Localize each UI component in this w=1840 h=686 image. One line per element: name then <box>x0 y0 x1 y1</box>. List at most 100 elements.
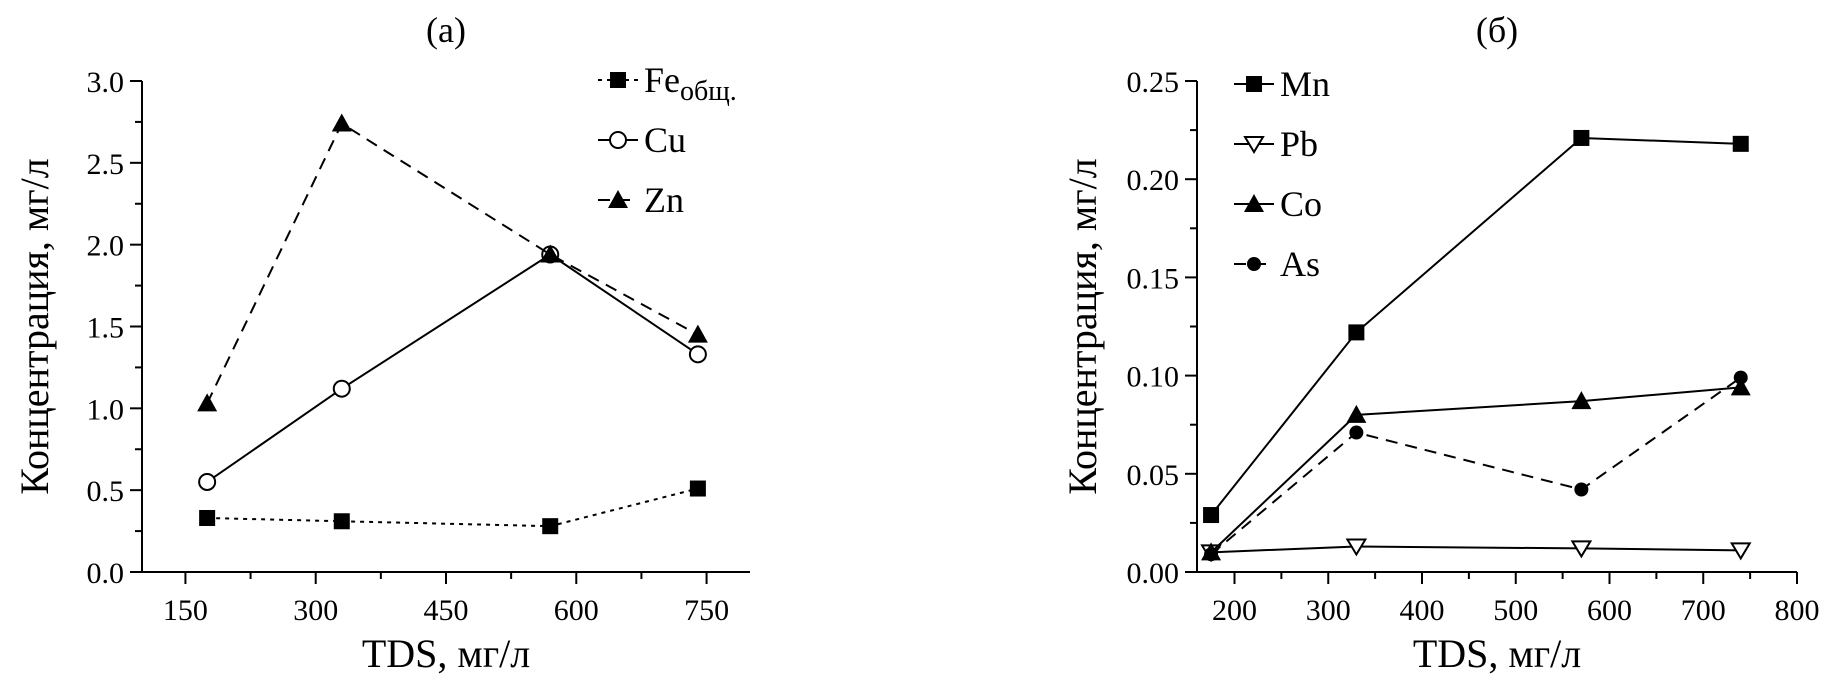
data-point-zn <box>331 113 352 132</box>
series-zn <box>197 113 708 412</box>
legend-label-subscript: общ. <box>680 76 737 107</box>
x-axis-label: TDS, мг/л <box>362 631 530 676</box>
legend-marker <box>1244 194 1264 212</box>
data-point-as <box>1733 370 1748 385</box>
x-tick-label: 800 <box>1775 594 1820 627</box>
y-tick-label: 0.10 <box>1127 361 1180 394</box>
y-tick-label: 0.15 <box>1127 262 1180 295</box>
legend-label: As <box>1280 244 1320 284</box>
data-point-mn <box>1348 324 1365 341</box>
legend-label-name: As <box>1280 244 1320 284</box>
data-point-mn <box>1573 129 1590 146</box>
legend-label-name: Cu <box>644 120 686 160</box>
x-tick-label: 600 <box>554 594 599 627</box>
x-tick-label: 300 <box>293 594 338 627</box>
data-point-fe <box>542 518 559 535</box>
x-tick-label: 750 <box>684 594 729 627</box>
data-point-mn <box>1732 135 1749 152</box>
data-point-zn <box>540 244 561 263</box>
legend-label: Feобщ. <box>644 60 737 107</box>
legend-marker <box>1247 257 1261 271</box>
data-point-zn <box>197 393 218 412</box>
series-as <box>1204 370 1748 562</box>
x-tick-label: 700 <box>1681 594 1726 627</box>
legend-label-name: Pb <box>1280 124 1318 164</box>
y-tick-label: 0.5 <box>87 475 125 508</box>
x-tick-label: 300 <box>1306 594 1351 627</box>
legend-label: Pb <box>1280 124 1318 164</box>
data-point-as <box>1204 547 1219 562</box>
series-line-as <box>1210 376 1742 556</box>
chart-b: 200 300 400 500 600 700 800 0.00 0.05 0.10 0.15 0.2… <box>1060 10 1820 676</box>
data-point-pb <box>1570 540 1593 559</box>
legend-marker <box>609 131 627 149</box>
series-co <box>1201 377 1751 561</box>
series-line-zn <box>206 122 699 404</box>
y-tick-label: 1.0 <box>87 393 125 426</box>
series-line-fe <box>207 487 699 528</box>
data-point-fe <box>199 509 216 526</box>
series-pb <box>1200 538 1752 563</box>
data-point-as <box>1349 425 1364 440</box>
x-tick-label: 150 <box>163 594 208 627</box>
series-fe <box>199 480 706 535</box>
x-tick-label: 450 <box>424 594 469 627</box>
legend-label: Cu <box>644 120 686 160</box>
y-tick-label: 1.5 <box>87 312 125 345</box>
legend-label-name: Co <box>1280 184 1322 224</box>
y-axis-label: Концентрация, мг/л <box>12 158 57 494</box>
series-line-cu <box>206 253 699 483</box>
chart-title: (а) <box>426 10 466 50</box>
data-point-fe <box>333 513 350 530</box>
legend-marker <box>1243 136 1265 154</box>
legend-marker <box>610 72 626 88</box>
y-tick-label: 3.0 <box>87 66 125 99</box>
y-axis-label: Концентрация, мг/л <box>1060 158 1105 494</box>
x-tick-label: 600 <box>1587 594 1632 627</box>
data-point-fe <box>689 480 706 497</box>
data-point-co <box>1346 404 1367 423</box>
data-point-co <box>1571 391 1592 410</box>
legend-label-name: Fe <box>644 60 680 100</box>
data-point-pb <box>1345 538 1368 557</box>
data-point-zn <box>687 324 708 343</box>
legend-item-fe: Feобщ. <box>598 60 737 107</box>
y-tick-label: 2.5 <box>87 148 125 181</box>
series-cu <box>198 245 707 491</box>
series-line-mn <box>1210 136 1741 516</box>
data-point-as <box>1574 482 1589 497</box>
data-point-co <box>1730 377 1751 396</box>
data-point-pb <box>1729 542 1752 561</box>
series-line-pb <box>1211 545 1741 554</box>
series-mn <box>1203 129 1749 524</box>
chart-a: 150 300 450 600 750 0.0 0.5 1.0 1.5 2.0 2.5 3.0 (а) T… <box>12 10 750 676</box>
legend-marker <box>608 190 628 208</box>
legend-label-name: Mn <box>1280 64 1330 104</box>
legend-item-pb: Pb <box>1234 124 1318 164</box>
legend-item-as: As <box>1234 244 1320 284</box>
chart-title: (б) <box>1476 10 1518 50</box>
legend-label: Zn <box>644 180 684 220</box>
x-tick-label: 400 <box>1400 594 1445 627</box>
legend-label: Co <box>1280 184 1322 224</box>
legend-item-zn: Zn <box>598 180 684 220</box>
legend-label: Mn <box>1280 64 1330 104</box>
x-tick-label: 200 <box>1212 594 1257 627</box>
data-point-mn <box>1203 507 1220 524</box>
y-tick-label: 2.0 <box>87 230 125 263</box>
x-axis-label: TDS, мг/л <box>1413 631 1581 676</box>
x-tick-label: 500 <box>1493 594 1538 627</box>
legend-item-cu: Cu <box>598 120 686 160</box>
legend-item-co: Co <box>1234 184 1322 224</box>
legend-item-mn: Mn <box>1234 64 1330 104</box>
series-line-co <box>1210 386 1741 554</box>
y-tick-label: 0.25 <box>1127 66 1180 99</box>
y-tick-label: 0.00 <box>1127 557 1180 590</box>
data-point-cu <box>332 379 351 398</box>
legend-marker <box>1246 76 1262 92</box>
legend-label-name: Zn <box>644 180 684 220</box>
y-tick-label: 0.0 <box>87 557 125 590</box>
y-tick-label: 0.05 <box>1127 459 1180 492</box>
data-point-cu <box>198 472 217 491</box>
